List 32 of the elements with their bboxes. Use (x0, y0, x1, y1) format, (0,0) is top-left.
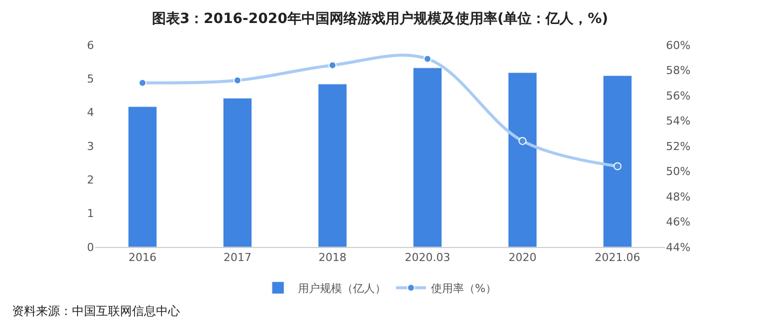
y2-tick-label: 56% (666, 89, 690, 102)
bar (318, 84, 347, 247)
chart-title: 图表3：2016-2020年中国网络游戏用户规模及使用率(单位：亿人，%) (152, 10, 608, 28)
x-tick-label: 2018 (318, 251, 346, 264)
legend-label: 用户规模（亿人） (298, 282, 386, 296)
legend-label: 使用率（%） (431, 282, 496, 296)
bar (223, 98, 252, 247)
bar (508, 72, 537, 247)
x-tick-label: 2016 (128, 251, 156, 264)
y-tick-label: 2 (87, 174, 94, 187)
bar (413, 68, 442, 247)
y2-tick-label: 52% (666, 140, 690, 153)
x-tick-label: 2020 (508, 251, 536, 264)
y-tick-label: 1 (87, 207, 94, 220)
y-tick-label: 6 (87, 38, 94, 52)
y-tick-label: 5 (87, 72, 94, 86)
y2-tick-label: 54% (666, 114, 690, 128)
y2-tick-label: 50% (666, 165, 690, 178)
y-tick-label: 3 (87, 140, 94, 153)
y2-tick-label: 58% (666, 64, 690, 78)
y-tick-label: 4 (87, 106, 94, 120)
x-tick-label: 2021.06 (594, 251, 640, 264)
y2-tick-label: 44% (666, 240, 690, 254)
y-tick-label: 0 (87, 240, 94, 254)
y2-tick-label: 48% (666, 190, 690, 204)
x-tick-label: 2020.03 (404, 251, 450, 264)
x-tick-label: 2017 (224, 251, 252, 264)
y2-tick-label: 46% (666, 216, 690, 229)
text: 资料来源：中国互联网信息中心 (12, 304, 180, 318)
bar (128, 106, 157, 247)
bar (603, 75, 632, 247)
y2-tick-label: 60% (666, 38, 690, 52)
